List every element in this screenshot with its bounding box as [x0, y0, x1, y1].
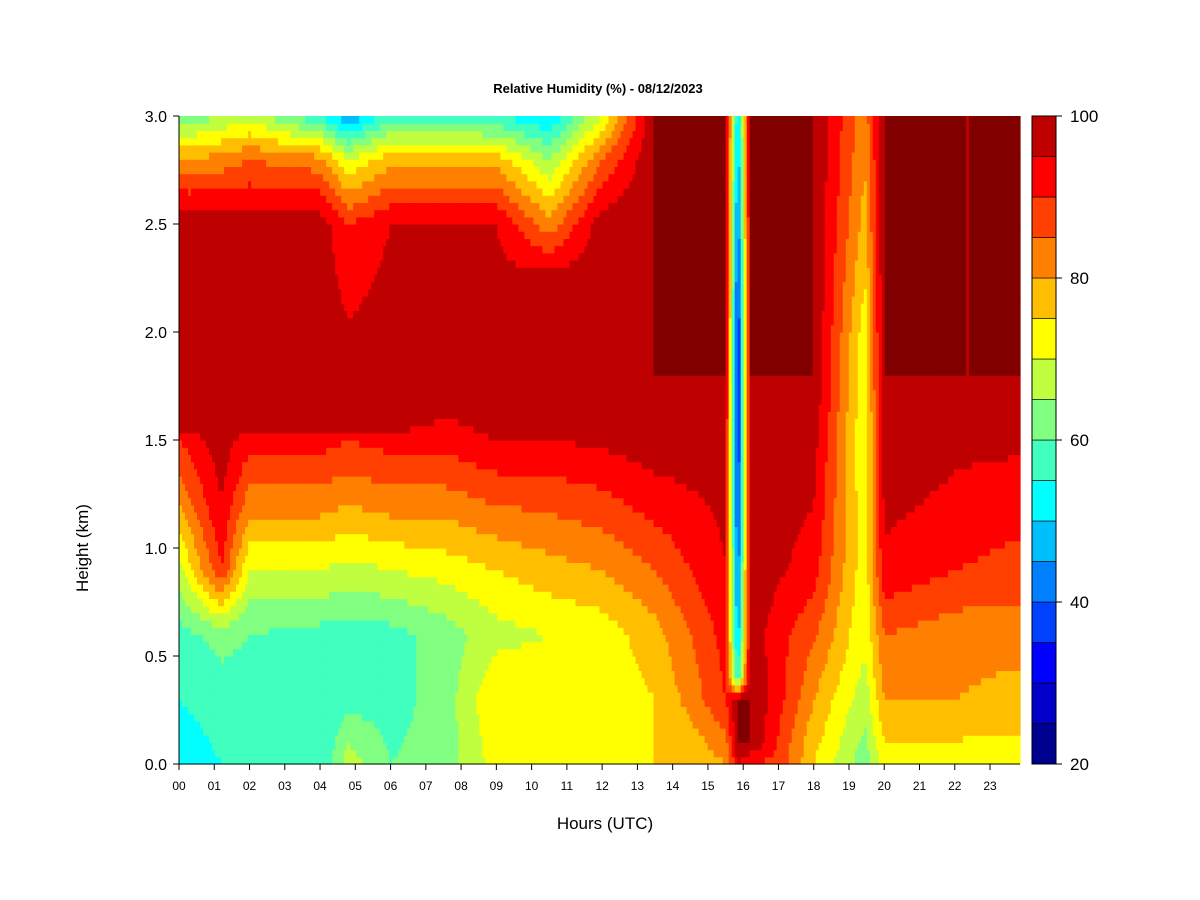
- chart-title: Relative Humidity (%) - 08/12/2023: [493, 81, 703, 96]
- heatmap-cells: [179, 116, 1021, 765]
